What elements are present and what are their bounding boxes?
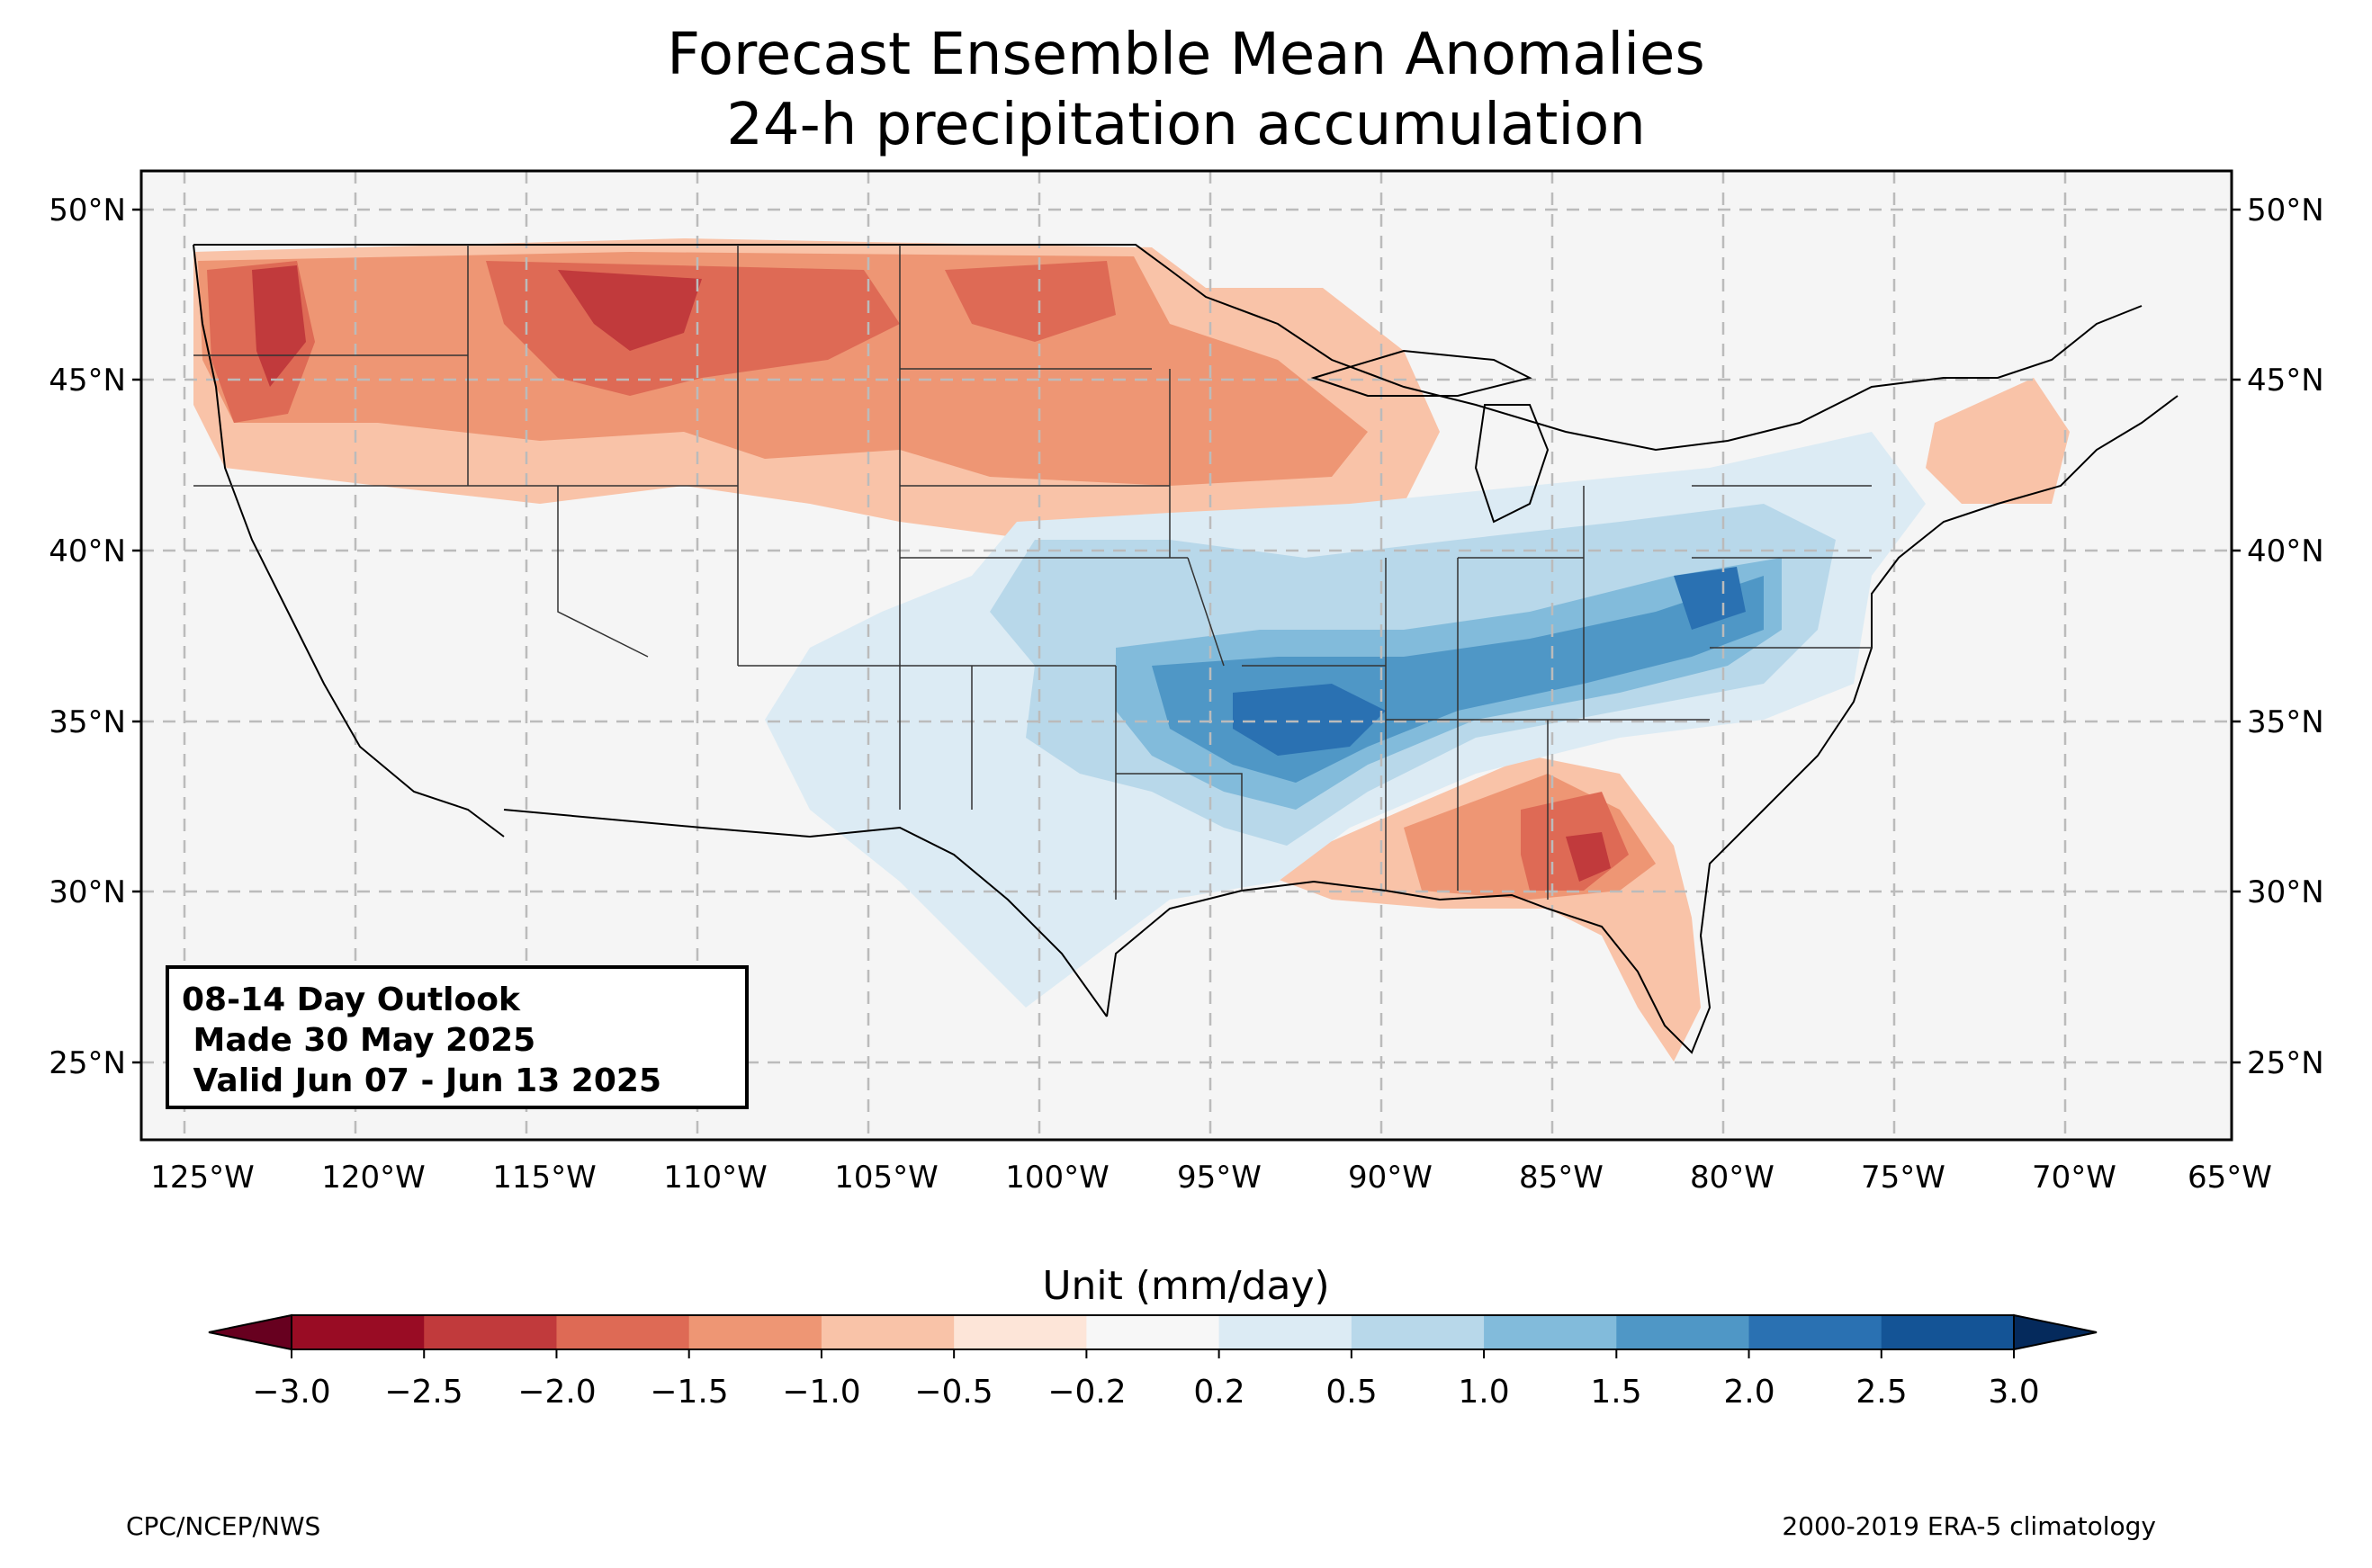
state-lines-west xyxy=(193,245,1116,810)
colorbar-segment xyxy=(1484,1315,1617,1349)
lon-labels: 125°W 120°W 115°W 110°W 105°W 100°W 95°W… xyxy=(150,1160,2272,1196)
colorbar-segment xyxy=(556,1315,690,1349)
wet-region-central-max xyxy=(1233,567,1746,756)
lon-label-85: 85°W xyxy=(1519,1160,1604,1196)
lat-label-left-40: 40°N xyxy=(49,533,126,569)
colorbar-segment xyxy=(821,1315,955,1349)
lon-label-95: 95°W xyxy=(1177,1160,1262,1196)
lon-label-120: 120°W xyxy=(321,1160,426,1196)
lon-label-105: 105°W xyxy=(834,1160,939,1196)
lat-label-right-45: 45°N xyxy=(2247,363,2324,399)
colorbar-tick-label: −2.5 xyxy=(384,1374,463,1411)
lat-label-left-50: 50°N xyxy=(49,193,126,228)
title-line-2: 24-h precipitation accumulation xyxy=(726,92,1646,158)
colorbar-segment xyxy=(1351,1315,1485,1349)
gulf-coast xyxy=(1106,395,2179,1054)
colorbar-tick-label: 1.5 xyxy=(1590,1374,1642,1411)
lat-label-left-25: 25°N xyxy=(49,1045,126,1081)
lake-michigan xyxy=(1474,404,1550,524)
lon-label-90: 90°W xyxy=(1348,1160,1433,1196)
colorbar-tick-label: −1.0 xyxy=(782,1374,861,1411)
colorbar-segment xyxy=(424,1315,558,1349)
lon-label-125: 125°W xyxy=(150,1160,255,1196)
outlook-info-box: 08-14 Day Outlook Made 30 May 2025 Valid… xyxy=(166,965,749,1109)
colorbar-segment xyxy=(292,1315,425,1349)
map-frame xyxy=(139,169,2233,1142)
colorbar-segment xyxy=(688,1315,822,1349)
lat-label-right-25: 25°N xyxy=(2247,1045,2324,1081)
colorbar-tick-label: −2.0 xyxy=(517,1374,597,1411)
outlook-line-3: Valid Jun 07 - Jun 13 2025 xyxy=(182,1062,662,1099)
lat-label-right-50: 50°N xyxy=(2247,193,2324,228)
lat-label-left-35: 35°N xyxy=(49,704,126,740)
lake-superior xyxy=(1310,349,1532,397)
colorbar-segment xyxy=(1616,1315,1750,1349)
colorbar-segments xyxy=(292,1315,2015,1349)
lat-label-left-45: 45°N xyxy=(49,363,126,399)
colorbar-tick-label: 2.0 xyxy=(1723,1374,1775,1411)
colorbar-tick-label: 0.2 xyxy=(1193,1374,1245,1411)
state-lines-east xyxy=(1242,485,1872,900)
credit-climatology: 2000-2019 ERA-5 climatology xyxy=(1782,1511,2156,1541)
colorbar-tickmarks xyxy=(291,1349,2015,1358)
colorbar-segment xyxy=(1881,1315,2015,1349)
colorbar-tick-label: 2.5 xyxy=(1855,1374,1908,1411)
colorbar-tick-label: −0.2 xyxy=(1047,1374,1127,1411)
boundaries xyxy=(193,244,2179,1054)
lat-label-left-30: 30°N xyxy=(49,874,126,910)
lat-label-right-30: 30°N xyxy=(2247,874,2324,910)
colorbar-tick-label: 1.0 xyxy=(1458,1374,1510,1411)
colorbar-title: Unit (mm/day) xyxy=(1042,1263,1330,1309)
lat-label-right-40: 40°N xyxy=(2247,533,2324,569)
colorbar-tick-label: −0.5 xyxy=(914,1374,993,1411)
colorbar-over-arrow xyxy=(2013,1313,2098,1351)
outlook-line-1: 08-14 Day Outlook xyxy=(182,981,520,1018)
lon-label-70: 70°W xyxy=(2032,1160,2116,1196)
tick-marks xyxy=(132,208,2241,1064)
anomaly-field xyxy=(193,238,2070,1062)
colorbar-tick-label: −3.0 xyxy=(252,1374,331,1411)
dry-region-southeast-max xyxy=(1566,832,1611,882)
credit-source: CPC/NCEP/NWS xyxy=(126,1511,321,1541)
lon-label-75: 75°W xyxy=(1861,1160,1945,1196)
lon-label-80: 80°W xyxy=(1690,1160,1775,1196)
colorbar-tick-label: 3.0 xyxy=(1988,1374,2040,1411)
lat-labels-left: 50°N 45°N 40°N 35°N 30°N 25°N xyxy=(49,193,126,1081)
state-lines-central xyxy=(900,368,1243,900)
colorbar-segment xyxy=(954,1315,1087,1349)
figure-title: Forecast Ensemble Mean Anomalies 24-h pr… xyxy=(0,20,2372,160)
colorbar-segment xyxy=(1218,1315,1352,1349)
mexico-border xyxy=(503,809,1108,1017)
colorbar-tick-label: −1.5 xyxy=(650,1374,729,1411)
dry-region-north-max xyxy=(252,265,702,387)
colorbar-tick-label: 0.5 xyxy=(1325,1374,1378,1411)
lon-label-110: 110°W xyxy=(663,1160,768,1196)
lat-labels-right: 50°N 45°N 40°N 35°N 30°N 25°N xyxy=(2247,193,2324,1081)
us-canada-border xyxy=(193,244,2143,452)
lat-label-right-35: 35°N xyxy=(2247,704,2324,740)
west-coast xyxy=(193,244,505,838)
lon-label-65: 65°W xyxy=(2188,1160,2272,1196)
colorbar-frame xyxy=(291,1314,2015,1350)
lon-label-100: 100°W xyxy=(1005,1160,1110,1196)
colorbar-segment xyxy=(1086,1315,1220,1349)
dry-region-north-strong xyxy=(207,261,1116,423)
state-borders xyxy=(193,245,1872,900)
dry-region-northeast xyxy=(1926,378,2070,504)
colorbar xyxy=(208,1313,2098,1358)
colorbar-segment xyxy=(1748,1315,1882,1349)
outlook-line-2: Made 30 May 2025 xyxy=(182,1022,536,1059)
colorbar-under-arrow xyxy=(208,1313,292,1351)
lon-label-115: 115°W xyxy=(492,1160,597,1196)
title-line-1: Forecast Ensemble Mean Anomalies xyxy=(667,22,1705,88)
